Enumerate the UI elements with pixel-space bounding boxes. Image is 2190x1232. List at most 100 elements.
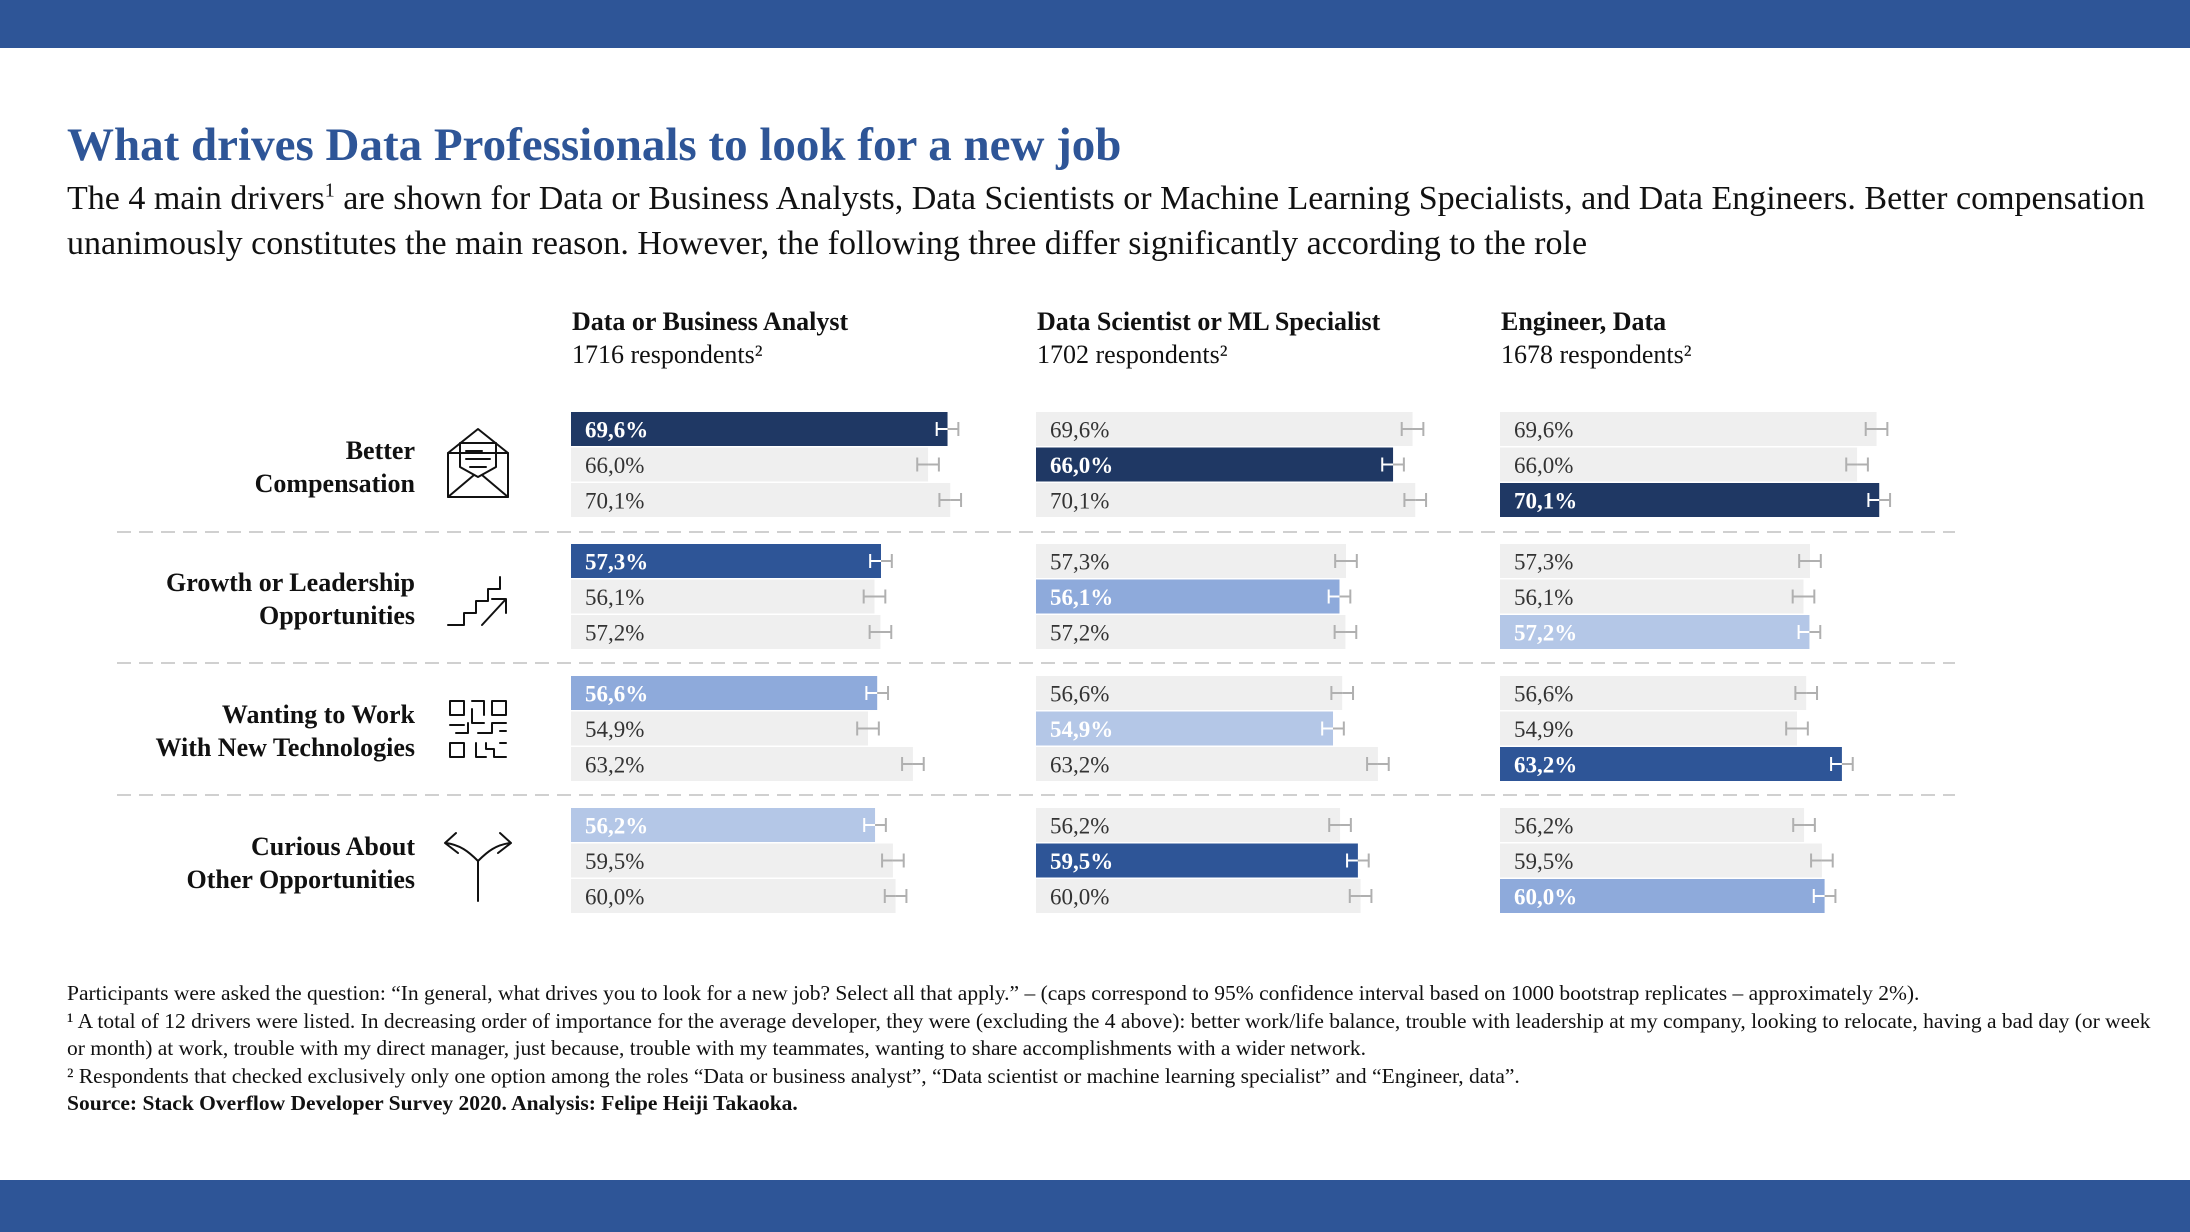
note-question: Participants were asked the question: “I…: [67, 981, 1920, 1005]
bar-value-label: 70,1%: [1514, 489, 1577, 514]
bar-value-label: 56,6%: [1514, 682, 1573, 707]
qr-lines: [449, 700, 507, 758]
bar-value-label: 54,9%: [585, 717, 644, 742]
note-respondents: ² Respondents that checked exclusively o…: [67, 1063, 1520, 1088]
bar-value-label: 59,5%: [1050, 849, 1113, 874]
subtitle-part-a: The 4 main drivers: [67, 180, 325, 217]
envelope-flap: [447, 428, 509, 454]
bar-value-label: 56,2%: [585, 814, 648, 839]
background-bar: [1036, 747, 1378, 781]
bar-value-label: 69,6%: [585, 418, 648, 443]
page-subtitle: The 4 main drivers1 are shown for Data o…: [67, 176, 2147, 266]
bar-value-label: 60,0%: [1050, 885, 1109, 910]
stairs-arrow: [481, 598, 507, 626]
bar-value-label: 63,2%: [585, 753, 644, 778]
bar-value-label: 57,2%: [1050, 621, 1109, 646]
background-bar: [1036, 483, 1416, 517]
bar-value-label: 60,0%: [585, 885, 644, 910]
bar-value-label: 54,9%: [1514, 717, 1573, 742]
bar-value-label: 56,1%: [1050, 585, 1113, 610]
envelope-folds: [447, 474, 509, 498]
envelope-letter: [459, 442, 497, 478]
qr-square: [491, 700, 507, 716]
bar-value-label: 56,1%: [585, 585, 644, 610]
bar-value-label: 56,1%: [1514, 585, 1573, 610]
driver-label: Wanting to Work: [222, 700, 416, 729]
bar-value-label: 56,6%: [585, 682, 648, 707]
bar-value-label: 70,1%: [1050, 489, 1109, 514]
qr-square: [449, 700, 465, 716]
bar-value-label: 54,9%: [1050, 717, 1113, 742]
background-bar: [1036, 676, 1343, 710]
background-bar: [571, 447, 929, 482]
background-bar: [1036, 808, 1341, 842]
panel-title: Engineer, Data: [1501, 307, 1666, 336]
driver-label: Better: [346, 436, 415, 465]
fork-arrowheads: [444, 832, 512, 854]
bar-value-label: 56,2%: [1514, 814, 1573, 839]
highlight-bar: [1036, 579, 1340, 614]
background-bar: [1036, 412, 1413, 446]
panel-respondents: 1716 respondents²: [572, 340, 763, 369]
panel-respondents: 1702 respondents²: [1037, 340, 1228, 369]
bar-value-label: 60,0%: [1514, 885, 1577, 910]
envelope-letter-lines: [465, 450, 491, 468]
fork-paths: [445, 842, 511, 902]
panel-title: Data Scientist or ML Specialist: [1037, 307, 1381, 336]
background-bar: [571, 483, 951, 517]
highlight-bar: [1500, 615, 1810, 649]
panel-title: Data or Business Analyst: [572, 307, 849, 336]
panel-respondents: 1678 respondents²: [1501, 340, 1692, 369]
background-bar: [1500, 711, 1798, 746]
highlight-bar: [571, 544, 881, 578]
driver-bar-chart: Data or Business Analyst 1716 respondents…: [117, 307, 1955, 913]
background-bar: [571, 615, 881, 649]
background-bar: [571, 843, 893, 878]
highlight-bar: [1036, 447, 1394, 482]
bar-value-label: 66,0%: [1514, 453, 1573, 478]
bar-value-label: 69,6%: [1050, 418, 1109, 443]
driver-label: Other Opportunities: [187, 865, 415, 894]
envelope-icon: [447, 428, 509, 498]
bar-value-label: 56,6%: [1050, 682, 1109, 707]
page-title: What drives Data Professionals to look f…: [67, 119, 1122, 171]
background-bar: [1500, 808, 1805, 842]
driver-label: With New Technologies: [155, 733, 415, 762]
background-bar: [1036, 615, 1346, 649]
background-bar: [1500, 412, 1877, 446]
bar-value-label: 63,2%: [1050, 753, 1109, 778]
bar-value-label: 57,3%: [1514, 550, 1573, 575]
note-drivers: ¹ A total of 12 drivers were listed. In …: [67, 1008, 2151, 1061]
background-bar: [1036, 879, 1361, 913]
fork-arrows-icon: [444, 832, 512, 902]
qr-code-icon: [449, 700, 507, 758]
background-bar: [1500, 676, 1807, 710]
highlight-bar: [1036, 843, 1358, 878]
driver-label: Growth or Leadership: [166, 568, 415, 597]
bar-value-label: 57,2%: [1514, 621, 1577, 646]
background-bar: [1500, 843, 1822, 878]
driver-label: Compensation: [255, 469, 416, 498]
driver-label: Curious About: [251, 832, 415, 861]
background-bar: [1500, 447, 1858, 482]
top-band: [0, 0, 2190, 48]
bar-value-label: 57,3%: [585, 550, 648, 575]
background-bar: [1500, 544, 1810, 578]
stairs-steps: [447, 576, 501, 626]
bar-value-label: 57,2%: [585, 621, 644, 646]
background-bar: [1036, 544, 1346, 578]
background-bar: [571, 879, 896, 913]
highlight-bar: [571, 808, 876, 842]
highlight-bar: [1500, 747, 1842, 781]
highlight-bar: [571, 676, 878, 710]
highlight-bar: [1500, 879, 1825, 913]
footnotes: Participants were asked the question: “I…: [67, 980, 2157, 1118]
background-bar: [571, 747, 913, 781]
bar-value-label: 69,6%: [1514, 418, 1573, 443]
bar-value-label: 70,1%: [585, 489, 644, 514]
bar-value-label: 57,3%: [1050, 550, 1109, 575]
background-bar: [1500, 579, 1804, 614]
subtitle-part-b: are shown for Data or Business Analysts,…: [67, 180, 2145, 262]
bar-value-label: 66,0%: [1050, 453, 1113, 478]
bar-value-label: 56,2%: [1050, 814, 1109, 839]
